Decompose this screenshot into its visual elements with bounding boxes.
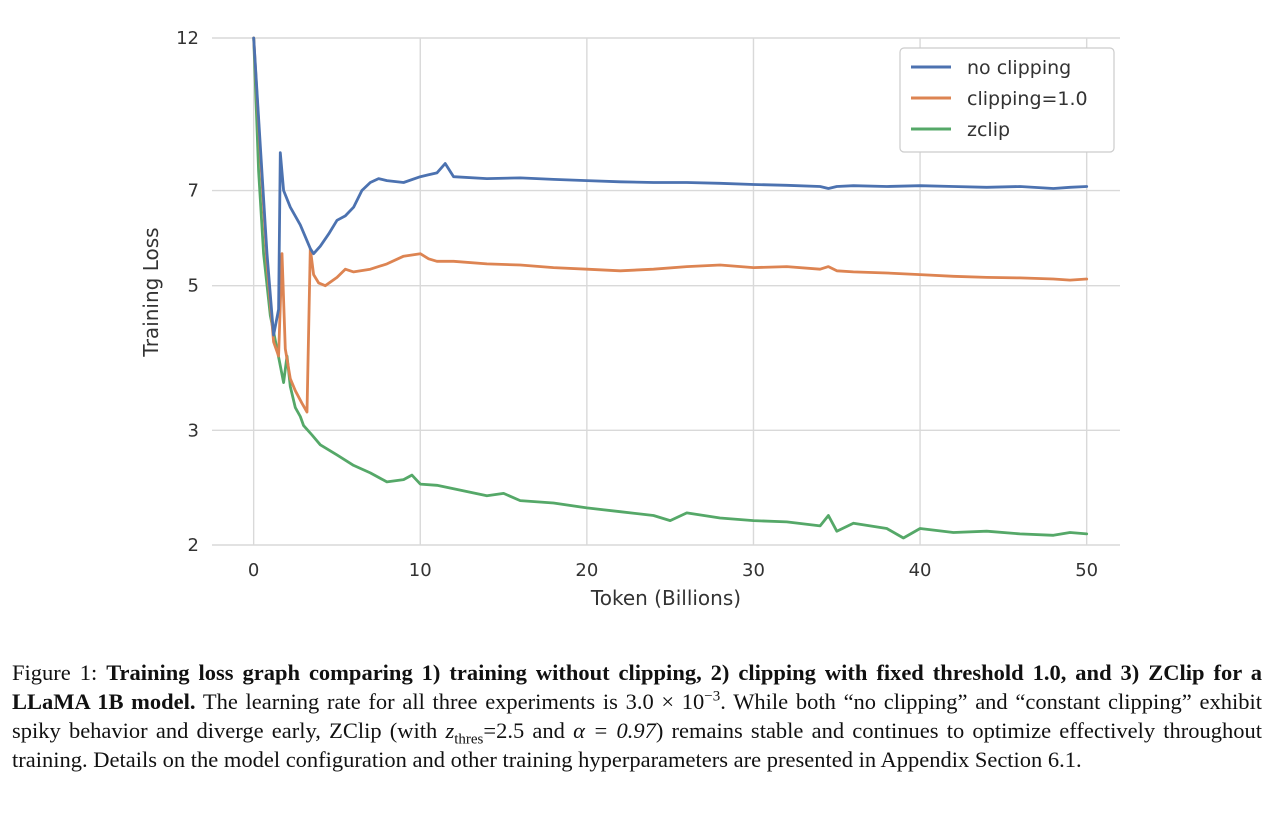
x-tick-label: 40 bbox=[909, 560, 932, 581]
x-tick-label: 0 bbox=[248, 560, 259, 581]
series-lines bbox=[252, 36, 1089, 540]
caption-bold-summary: Training loss graph comparing 1) trainin… bbox=[12, 660, 1263, 714]
learning-rate-exponent: −3 bbox=[704, 688, 721, 705]
y-tick-label: 7 bbox=[188, 181, 199, 202]
x-tick-label: 20 bbox=[575, 560, 598, 581]
y-tick-label: 5 bbox=[188, 276, 199, 297]
legend-label: clipping=1.0 bbox=[967, 88, 1088, 110]
figure-caption: Figure 1: Training loss graph comparing … bbox=[12, 658, 1262, 774]
y-tick-label: 12 bbox=[176, 28, 199, 49]
z-threshold-symbol: z bbox=[445, 718, 455, 743]
training-loss-chart: 0 10 20 30 40 50 2 3 5 7 12 Token (Billions) Train… bbox=[139, 28, 1120, 610]
y-tick-label: 3 bbox=[188, 420, 199, 441]
x-tick-label: 30 bbox=[742, 560, 765, 581]
tick-labels: 0 10 20 30 40 50 2 3 5 7 12 bbox=[176, 28, 1098, 581]
legend-frame bbox=[899, 47, 1115, 153]
alpha-expression: α = 0.97 bbox=[573, 718, 656, 743]
caption-text-2: . While both “no clipping” and “constant… bbox=[12, 689, 1262, 743]
series-line-clipping-1-0 bbox=[252, 36, 1089, 414]
legend-label: no clipping bbox=[967, 57, 1071, 79]
x-tick-label: 10 bbox=[409, 560, 432, 581]
x-tick-label: 50 bbox=[1075, 560, 1098, 581]
z-threshold-subscript: thres bbox=[454, 731, 484, 748]
caption-text-3: ) remains stable and continues to optimi… bbox=[12, 718, 1263, 772]
z-threshold-value: =2.5 and bbox=[483, 718, 565, 743]
legend: no clipping clipping=1.0 zclip bbox=[899, 47, 1115, 153]
y-tick-label: 2 bbox=[188, 535, 199, 556]
legend-label: zclip bbox=[967, 119, 1010, 141]
y-axis-label: Training Loss bbox=[139, 227, 163, 357]
figure-label: Figure 1: bbox=[12, 660, 98, 685]
series-line-no-clipping bbox=[252, 36, 1089, 337]
caption-text-1: The learning rate for all three experime… bbox=[202, 689, 705, 714]
series-line-zclip bbox=[252, 36, 1089, 540]
x-axis-label: Token (Billions) bbox=[590, 586, 741, 610]
